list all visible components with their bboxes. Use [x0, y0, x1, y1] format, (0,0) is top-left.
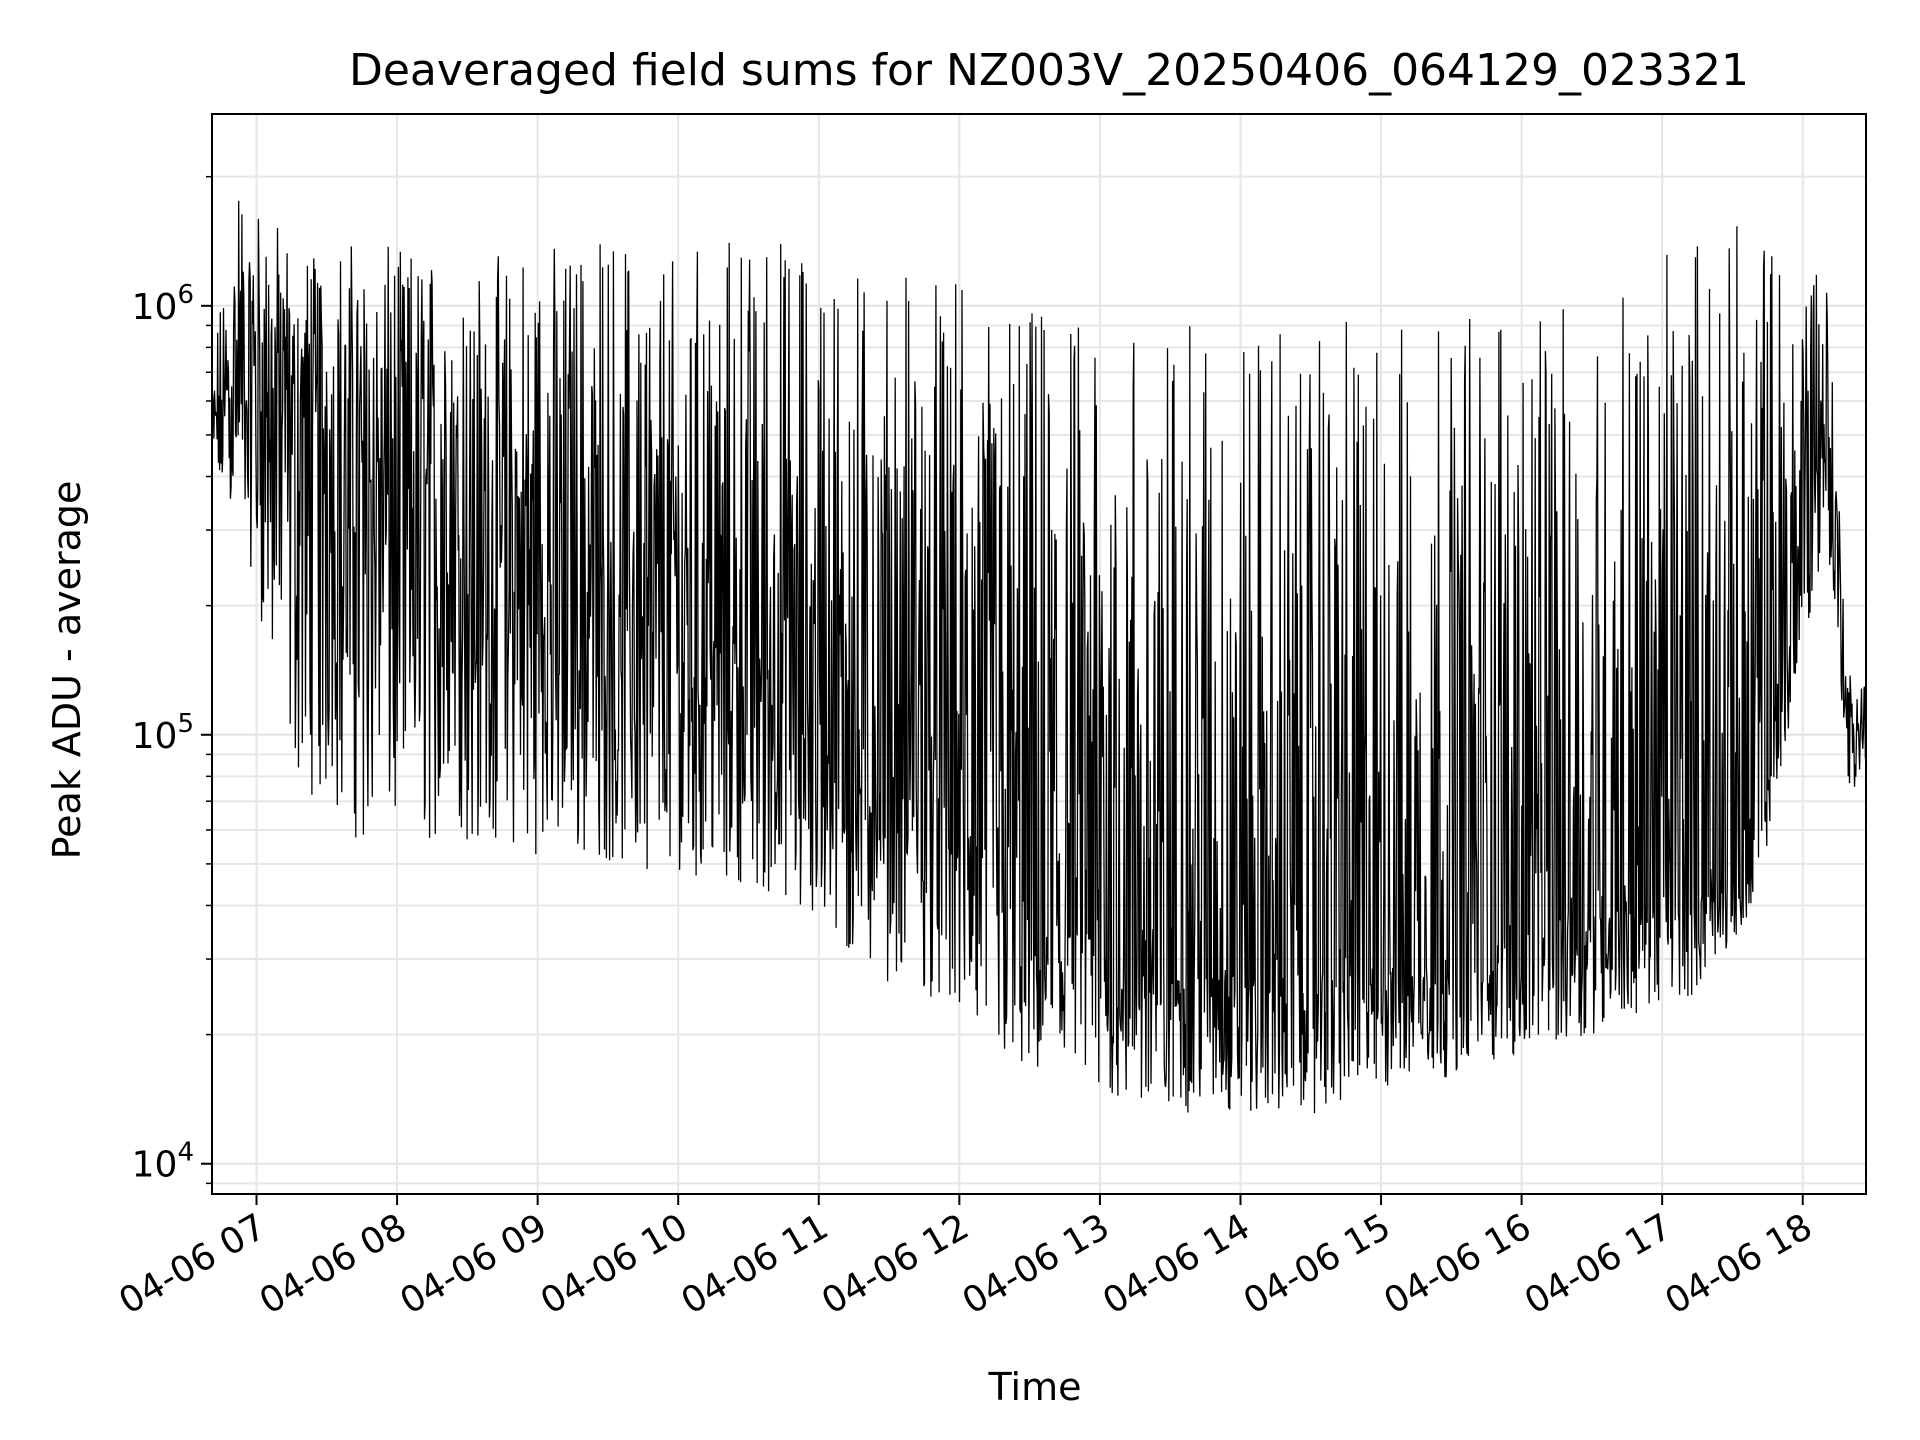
- y-tick-label: 106: [132, 280, 194, 328]
- y-tick-label: 104: [132, 1138, 194, 1186]
- plot-frame: [211, 113, 1867, 1195]
- data-series: [212, 200, 1866, 1114]
- grid: [212, 114, 1866, 1194]
- x-axis-label: Time: [988, 1365, 1082, 1409]
- y-axis-label: Peak ADU - average: [45, 481, 89, 860]
- chart-title: Deaveraged field sums for NZ003V_2025040…: [349, 45, 1749, 96]
- y-tick-label: 105: [132, 709, 194, 757]
- series-line: [212, 200, 1866, 1114]
- y-axis: 104 105 106: [132, 175, 212, 1186]
